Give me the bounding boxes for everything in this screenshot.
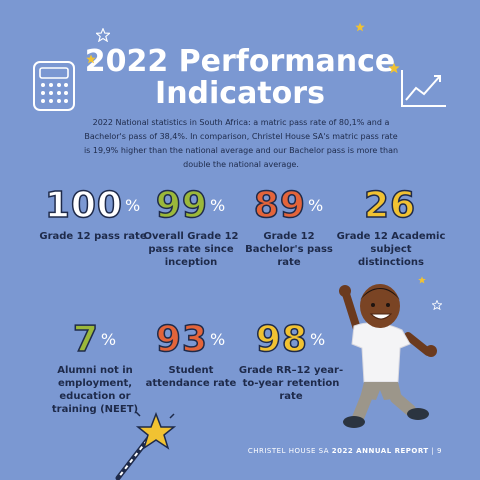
stat-value: 100% (44, 185, 142, 226)
intro-paragraph: 2022 National statistics in South Africa… (83, 118, 399, 169)
stat-distinctions: 26 Grade 12 Academic subject distinction… (336, 185, 446, 269)
footer-report: 2022 ANNUAL REPORT (331, 447, 429, 455)
growth-chart-icon (401, 70, 446, 107)
star-icon (86, 54, 96, 64)
stat-value: 89% (253, 185, 325, 226)
page-title-line1: 2022 Performance (84, 44, 396, 79)
stat-label: Student attendance rate (145, 365, 237, 389)
footer-separator: | (428, 447, 438, 455)
stat-label: Grade 12 Academic subject distinctions (336, 231, 446, 268)
stat-grade12-pass: 100% Grade 12 pass rate (38, 185, 148, 243)
stat-label: Grade 12 Bachelor's pass rate (245, 231, 333, 268)
stat-value: 7% (72, 319, 118, 360)
stat-label: Grade 12 pass rate (39, 231, 147, 242)
stat-value: 98% (255, 319, 327, 360)
star-icon (388, 62, 400, 74)
star-icon (96, 28, 110, 42)
stat-value: 26 (363, 185, 417, 226)
stat-attendance: 93% Student attendance rate (136, 319, 246, 390)
footer-org: CHRISTEL HOUSE SA (247, 447, 332, 455)
stat-label: Grade RR–12 year-to-year retention rate (238, 365, 344, 402)
star-icon (432, 300, 442, 310)
stat-value: 99% (155, 185, 227, 226)
stat-label: Overall Grade 12 pass rate since incepti… (143, 231, 239, 268)
page-footer: CHRISTEL HOUSE SA 2022 ANNUAL REPORT | 9 (248, 447, 442, 455)
stat-bachelor-pass: 89% Grade 12 Bachelor's pass rate (234, 185, 344, 269)
stat-value: 93% (155, 319, 227, 360)
star-icon (355, 22, 365, 32)
stat-retention: 98% Grade RR–12 year-to-year retention r… (236, 319, 346, 403)
stat-overall-pass: 99% Overall Grade 12 pass rate since inc… (136, 185, 246, 269)
magic-wand-icon (115, 412, 176, 480)
star-icon (418, 276, 426, 284)
calculator-icon (33, 61, 75, 111)
jumping-child-illustration (339, 284, 437, 428)
stat-label: Alumni not in employment, education or t… (51, 365, 139, 415)
stat-neet: 7% Alumni not in employment, education o… (40, 319, 150, 416)
page-title-line2: Indicators (155, 76, 325, 111)
footer-page-number: 9 (437, 447, 442, 455)
